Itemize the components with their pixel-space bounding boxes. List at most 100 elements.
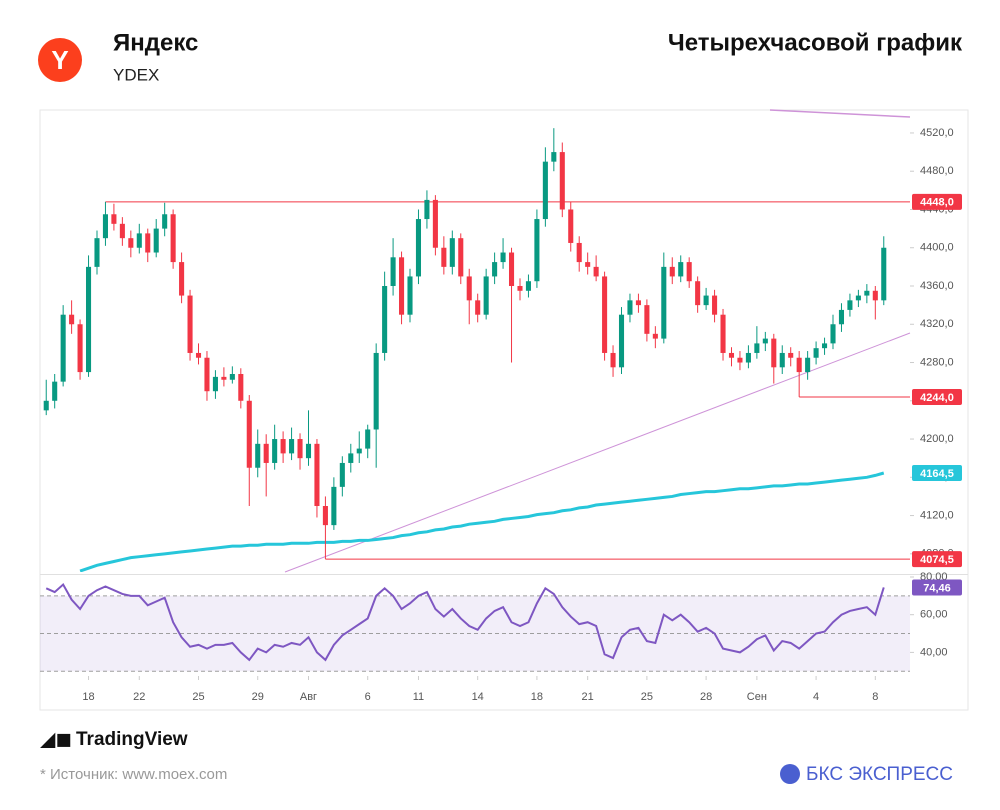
y-tick-label: 4280,0 <box>920 356 954 368</box>
candle-body <box>153 228 159 253</box>
plot: 4080,04120,04160,04200,04240,04280,04320… <box>40 127 962 703</box>
candle-body <box>449 238 455 267</box>
candle-body <box>508 252 515 286</box>
candle-body <box>305 443 312 459</box>
candle-body <box>43 400 49 411</box>
level-label-bg <box>912 193 962 210</box>
candle-body <box>246 400 252 468</box>
x-tick-label: 29 <box>252 691 264 703</box>
x-tick-label: 22 <box>133 691 145 703</box>
candle-body <box>145 233 151 253</box>
candle-body <box>238 374 244 401</box>
candle-body <box>779 352 785 368</box>
candle-body <box>551 152 557 162</box>
x-tick-label: Сен <box>747 691 767 703</box>
candle-body <box>805 357 811 373</box>
candle-body <box>415 219 422 277</box>
candle-body <box>830 324 836 344</box>
candle-body <box>635 300 641 306</box>
candle-body <box>500 252 506 263</box>
candle-body <box>686 262 692 282</box>
candle-body <box>94 238 100 267</box>
candle-body <box>568 209 574 243</box>
tv-icon: ◢◼ <box>40 728 72 750</box>
candle-body <box>399 257 405 315</box>
candle-body <box>331 486 337 526</box>
candle-body <box>559 152 565 210</box>
candle-body <box>365 429 371 449</box>
candle-body <box>593 266 599 277</box>
candle-body <box>610 352 616 368</box>
x-tick-label: 18 <box>531 691 543 703</box>
ma-label: 4164,5 <box>920 468 954 480</box>
x-tick-label: 8 <box>872 691 878 703</box>
candle-body <box>212 376 218 392</box>
candle-body <box>534 219 540 282</box>
candle-body <box>85 266 92 373</box>
candle-body <box>348 453 354 463</box>
rsi-tick-label: 40,00 <box>920 646 948 658</box>
candle-body <box>102 214 108 239</box>
candle-body <box>289 439 295 454</box>
candle-body <box>390 257 396 286</box>
candle-body <box>136 233 142 248</box>
level-label-bg <box>912 388 962 405</box>
trend-line <box>769 109 911 118</box>
candle-body <box>602 276 608 353</box>
candle-body <box>678 262 684 277</box>
y-tick-label: 4120,0 <box>920 509 954 521</box>
candle-body <box>466 276 472 301</box>
x-tick-label: 14 <box>472 691 484 703</box>
trend-line <box>284 332 911 573</box>
candle-body <box>356 448 362 454</box>
candle-body <box>754 343 760 353</box>
candle-body <box>297 439 303 459</box>
level-label: 4074,5 <box>920 554 954 566</box>
y-tick-label: 4480,0 <box>920 165 954 177</box>
candle-body <box>119 223 125 239</box>
x-tick-label: 18 <box>82 691 94 703</box>
candle-body <box>737 357 743 363</box>
candle-body <box>382 286 388 353</box>
candle-body <box>813 348 819 358</box>
candle-body <box>695 281 701 306</box>
x-tick-label: 25 <box>641 691 653 703</box>
candle-body <box>576 242 582 263</box>
candle-body <box>280 439 286 454</box>
candle-body <box>229 374 235 380</box>
ma-label-bg <box>912 465 962 481</box>
candle-body <box>339 462 345 487</box>
publisher-logo <box>780 764 800 784</box>
y-tick-label: 4520,0 <box>920 127 954 139</box>
candle-body <box>407 276 413 315</box>
candle-body <box>272 439 278 463</box>
rsi-tick-label: 60,00 <box>920 609 948 621</box>
rsi-line <box>45 582 885 662</box>
candle-body <box>838 309 845 325</box>
rsi-label: 74,46 <box>923 582 951 594</box>
candle-body <box>669 266 675 277</box>
candle-body <box>720 314 726 353</box>
candle-body <box>661 266 667 339</box>
candle-body <box>745 352 751 363</box>
price-pane <box>43 128 887 572</box>
chart-title: Четырехчасовой график <box>668 29 963 56</box>
candle-body <box>187 295 193 353</box>
candle-body <box>788 352 794 358</box>
candle-body <box>441 247 447 267</box>
candle-body <box>314 443 320 506</box>
logo <box>38 38 82 82</box>
candle-body <box>432 199 438 248</box>
logo-letter: Y <box>51 45 68 75</box>
ticker: YDEX <box>113 65 159 84</box>
level-label: 4244,0 <box>920 392 954 404</box>
candle-body <box>475 300 481 315</box>
candle-body <box>847 300 853 310</box>
candle-body <box>618 314 625 368</box>
publisher: БКС ЭКСПРЕСС <box>806 764 953 785</box>
x-tick-label: 6 <box>365 691 371 703</box>
candle-body <box>373 352 379 430</box>
candle-body <box>872 290 878 301</box>
